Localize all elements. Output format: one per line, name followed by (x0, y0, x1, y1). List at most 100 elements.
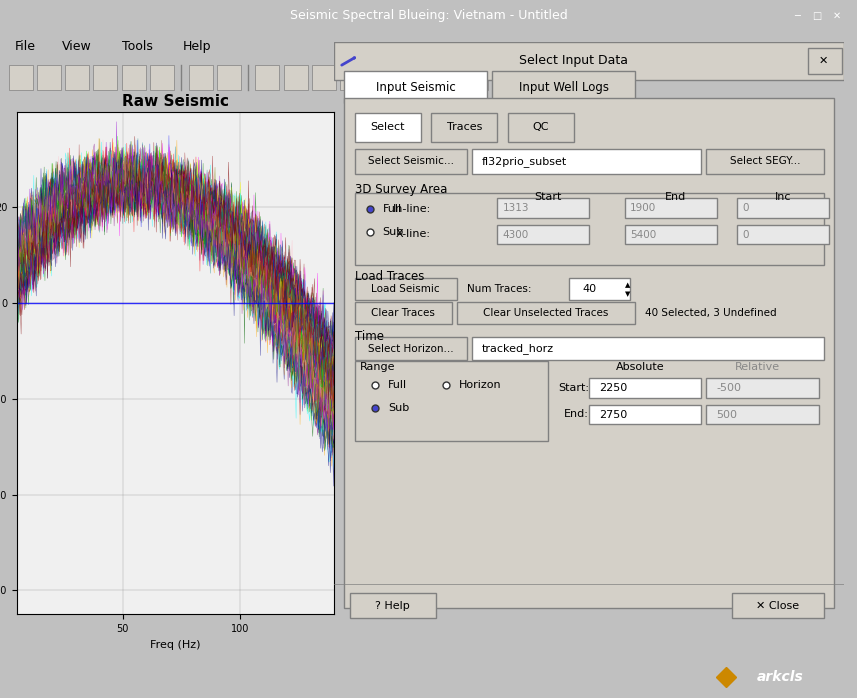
FancyBboxPatch shape (808, 47, 842, 74)
FancyBboxPatch shape (37, 65, 61, 90)
Text: Help: Help (183, 40, 212, 53)
FancyBboxPatch shape (189, 65, 213, 90)
FancyBboxPatch shape (589, 378, 701, 398)
FancyBboxPatch shape (312, 65, 336, 90)
FancyBboxPatch shape (464, 65, 488, 90)
FancyBboxPatch shape (334, 42, 844, 80)
FancyBboxPatch shape (150, 65, 174, 90)
FancyBboxPatch shape (431, 113, 497, 142)
FancyBboxPatch shape (340, 65, 364, 90)
Text: Inc: Inc (775, 192, 791, 202)
Text: tracked_horz: tracked_horz (482, 343, 554, 354)
Title: Raw Seismic: Raw Seismic (123, 94, 229, 109)
Text: Traces: Traces (446, 122, 482, 133)
FancyBboxPatch shape (737, 225, 829, 244)
FancyBboxPatch shape (355, 302, 452, 325)
Text: Absolute: Absolute (616, 362, 664, 372)
Text: 2250: 2250 (599, 383, 627, 394)
Text: 1313: 1313 (502, 203, 529, 214)
Text: Num Traces:: Num Traces: (467, 283, 531, 294)
Text: Start:: Start: (558, 383, 589, 393)
Text: End: End (665, 192, 686, 202)
Text: ▼: ▼ (625, 291, 630, 297)
FancyBboxPatch shape (345, 71, 487, 103)
FancyBboxPatch shape (345, 98, 834, 608)
FancyBboxPatch shape (255, 65, 279, 90)
Text: Clear Traces: Clear Traces (371, 309, 435, 318)
Text: Sub: Sub (387, 403, 409, 413)
FancyBboxPatch shape (472, 337, 824, 359)
FancyBboxPatch shape (217, 65, 241, 90)
FancyBboxPatch shape (706, 149, 824, 174)
FancyBboxPatch shape (355, 278, 457, 300)
FancyBboxPatch shape (589, 405, 701, 424)
Text: Input Seismic: Input Seismic (376, 81, 456, 94)
Text: Full: Full (387, 380, 407, 390)
Text: QC: QC (532, 122, 549, 133)
FancyBboxPatch shape (706, 378, 818, 398)
FancyBboxPatch shape (93, 65, 117, 90)
FancyBboxPatch shape (350, 593, 436, 618)
Text: X-line:: X-line: (396, 229, 431, 239)
FancyBboxPatch shape (457, 302, 635, 325)
Text: Start: Start (535, 192, 562, 202)
Text: Tools: Tools (122, 40, 153, 53)
FancyBboxPatch shape (122, 65, 146, 90)
FancyBboxPatch shape (284, 65, 308, 90)
Text: View: View (63, 40, 92, 53)
FancyBboxPatch shape (435, 65, 459, 90)
Text: ? Help: ? Help (375, 601, 411, 611)
Text: Seismic Spectral Blueing: Vietnam - Untitled: Seismic Spectral Blueing: Vietnam - Unti… (290, 9, 567, 22)
FancyArrowPatch shape (342, 58, 355, 65)
Text: Sub: Sub (383, 228, 404, 237)
Text: Load Seismic: Load Seismic (371, 283, 440, 294)
FancyBboxPatch shape (355, 193, 824, 265)
FancyBboxPatch shape (9, 65, 33, 90)
Text: Select Input Data: Select Input Data (519, 54, 628, 67)
Text: 2750: 2750 (599, 410, 627, 419)
Text: arkcls: arkcls (757, 670, 804, 684)
FancyBboxPatch shape (492, 71, 635, 103)
Text: 40 Selected, 3 Undefined: 40 Selected, 3 Undefined (645, 309, 777, 318)
Text: Relative: Relative (735, 362, 780, 372)
Text: 4300: 4300 (502, 230, 529, 240)
Text: 40: 40 (582, 283, 596, 294)
Text: In-line:: In-line: (393, 204, 431, 214)
Text: ✕ Close: ✕ Close (756, 601, 800, 611)
Text: Select Seismic...: Select Seismic... (368, 156, 453, 167)
FancyBboxPatch shape (355, 113, 421, 142)
FancyBboxPatch shape (507, 113, 574, 142)
Text: Load Traces: Load Traces (355, 270, 424, 283)
FancyBboxPatch shape (355, 362, 548, 440)
FancyBboxPatch shape (407, 65, 431, 90)
Text: Horizon: Horizon (459, 380, 502, 390)
Text: ✕: ✕ (832, 10, 841, 21)
FancyBboxPatch shape (497, 225, 589, 244)
Text: Input Well Logs: Input Well Logs (518, 81, 608, 94)
Text: 0: 0 (742, 230, 749, 240)
Text: □: □ (812, 10, 821, 21)
FancyBboxPatch shape (492, 65, 516, 90)
Text: Select SEGY...: Select SEGY... (730, 156, 800, 167)
Text: 500: 500 (716, 410, 738, 419)
FancyBboxPatch shape (369, 65, 393, 90)
Text: ─: ─ (794, 10, 800, 21)
Text: ▲: ▲ (625, 282, 630, 288)
Text: Time: Time (355, 329, 384, 343)
Text: Range: Range (360, 362, 395, 372)
FancyBboxPatch shape (497, 198, 589, 218)
Text: File: File (15, 40, 36, 53)
Text: 0: 0 (742, 203, 749, 214)
FancyBboxPatch shape (625, 225, 716, 244)
Text: Clear Unselected Traces: Clear Unselected Traces (483, 309, 608, 318)
Text: 5400: 5400 (630, 230, 656, 240)
FancyBboxPatch shape (355, 337, 467, 359)
Text: Full: Full (383, 204, 402, 214)
Text: 3D Survey Area: 3D Survey Area (355, 183, 447, 196)
FancyBboxPatch shape (732, 593, 824, 618)
Text: Select: Select (370, 122, 405, 133)
Text: Select Horizon...: Select Horizon... (368, 343, 453, 353)
Text: fl32prio_subset: fl32prio_subset (482, 156, 567, 167)
FancyBboxPatch shape (625, 198, 716, 218)
Text: End:: End: (564, 409, 589, 419)
